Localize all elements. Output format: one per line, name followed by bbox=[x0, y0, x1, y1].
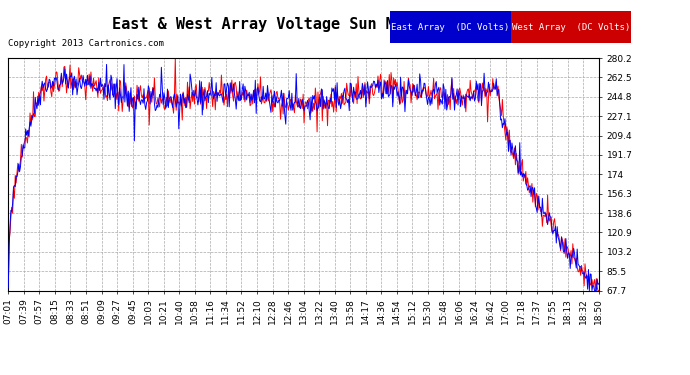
Text: East Array  (DC Volts): East Array (DC Volts) bbox=[391, 22, 509, 32]
Text: Copyright 2013 Cartronics.com: Copyright 2013 Cartronics.com bbox=[8, 39, 164, 48]
Text: East & West Array Voltage Sun Mar 17 19:02: East & West Array Voltage Sun Mar 17 19:… bbox=[112, 17, 495, 32]
Text: West Array  (DC Volts): West Array (DC Volts) bbox=[512, 22, 630, 32]
